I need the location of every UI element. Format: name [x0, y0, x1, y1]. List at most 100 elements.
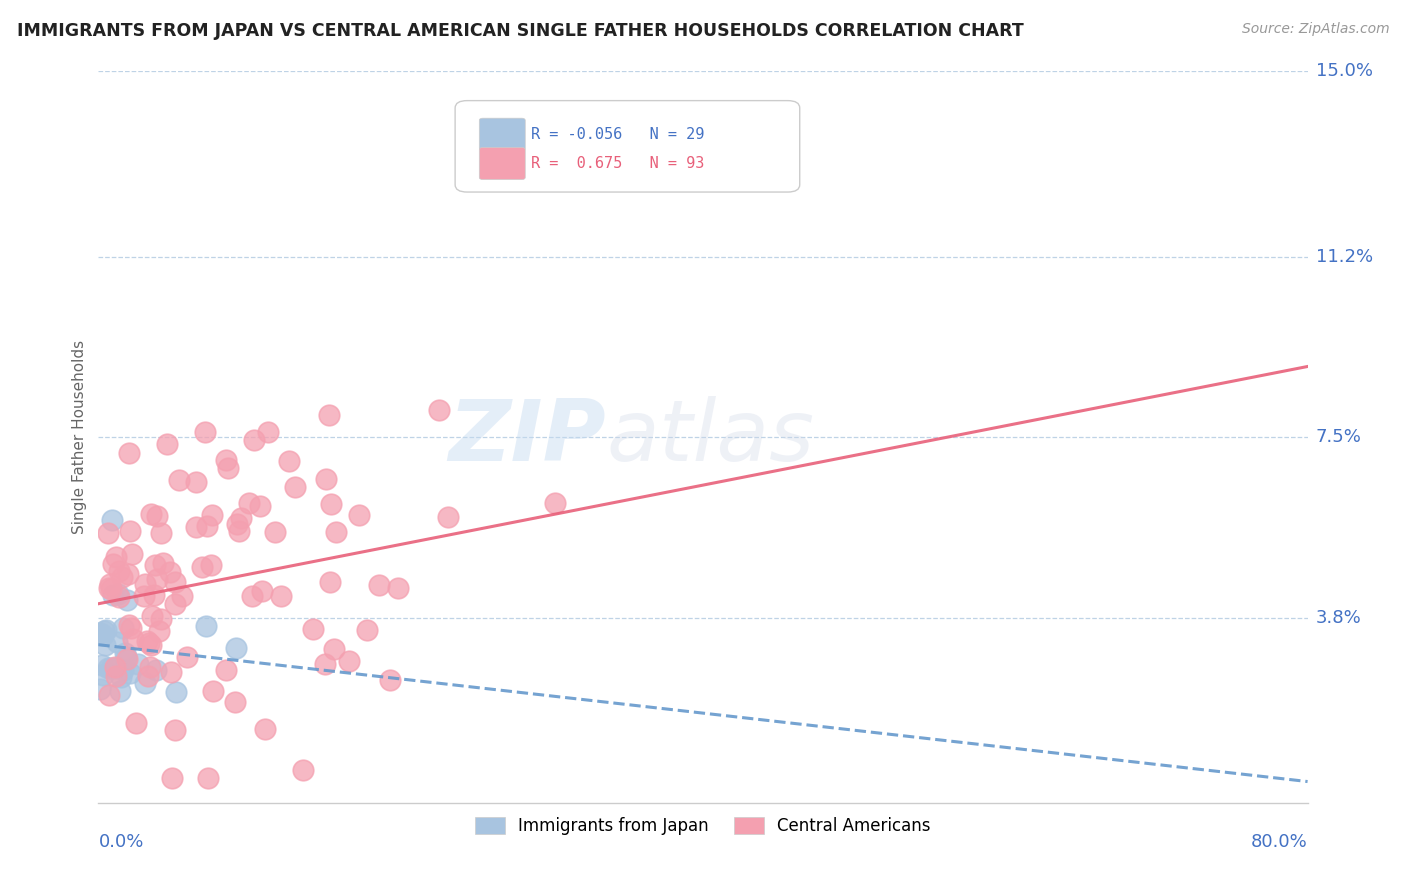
Point — [98, 577, 121, 591]
Point — [337, 654, 360, 668]
Point — [264, 524, 287, 539]
Point — [201, 508, 224, 522]
Point — [284, 480, 307, 494]
Point — [93, 624, 115, 638]
Point — [314, 657, 336, 671]
Point — [100, 582, 122, 597]
Point — [146, 573, 169, 587]
Point — [139, 660, 162, 674]
Text: R =  0.675   N = 93: R = 0.675 N = 93 — [531, 156, 704, 171]
Point — [176, 650, 198, 665]
Point — [136, 669, 159, 683]
Point — [108, 564, 131, 578]
Point — [319, 497, 342, 511]
Point — [215, 663, 238, 677]
Point — [138, 636, 160, 650]
Point — [368, 577, 391, 591]
Point — [105, 635, 128, 649]
Point — [91, 628, 114, 642]
Point — [159, 665, 181, 679]
Point — [89, 682, 111, 697]
Point — [100, 660, 122, 674]
Point — [347, 508, 370, 522]
Point — [139, 638, 162, 652]
Point — [240, 589, 263, 603]
Text: 15.0%: 15.0% — [1316, 62, 1372, 80]
Point — [115, 652, 138, 666]
Point — [225, 641, 247, 656]
Point — [111, 621, 134, 635]
Text: ZIP: ZIP — [449, 395, 606, 479]
Point — [93, 638, 115, 652]
Point — [115, 649, 138, 664]
Point — [322, 642, 344, 657]
Point — [114, 646, 136, 660]
Text: IMMIGRANTS FROM JAPAN VS CENTRAL AMERICAN SINGLE FATHER HOUSEHOLDS CORRELATION C: IMMIGRANTS FROM JAPAN VS CENTRAL AMERICA… — [17, 22, 1024, 40]
Point — [101, 513, 124, 527]
Point — [378, 673, 401, 687]
Text: 80.0%: 80.0% — [1251, 833, 1308, 851]
Point — [254, 722, 277, 736]
Point — [90, 657, 112, 672]
Point — [186, 520, 208, 534]
Point — [278, 454, 301, 468]
Point — [167, 473, 190, 487]
Point — [436, 510, 458, 524]
Point — [156, 437, 179, 451]
Text: 3.8%: 3.8% — [1316, 608, 1361, 626]
Point — [115, 593, 138, 607]
Point — [127, 657, 149, 671]
Point — [118, 524, 141, 538]
Point — [96, 623, 118, 637]
Point — [124, 716, 146, 731]
Point — [257, 425, 280, 439]
Point — [250, 583, 273, 598]
Point — [97, 525, 120, 540]
Point — [228, 524, 250, 538]
Point — [202, 684, 225, 698]
FancyBboxPatch shape — [479, 147, 526, 179]
Point — [143, 558, 166, 572]
Point — [270, 589, 292, 603]
Point — [110, 670, 132, 684]
Point — [97, 581, 120, 595]
Point — [224, 695, 246, 709]
Point — [163, 723, 186, 737]
Point — [121, 632, 143, 646]
Point — [319, 575, 342, 590]
Point — [356, 624, 378, 638]
Y-axis label: Single Father Households: Single Father Households — [72, 340, 87, 534]
Point — [121, 547, 143, 561]
Point — [103, 660, 125, 674]
Legend: Immigrants from Japan, Central Americans: Immigrants from Japan, Central Americans — [468, 811, 938, 842]
Point — [302, 622, 325, 636]
Point — [315, 473, 337, 487]
Point — [191, 560, 214, 574]
Point — [107, 587, 129, 601]
Point — [120, 666, 142, 681]
Point — [194, 619, 217, 633]
Point — [200, 558, 222, 572]
Point — [159, 565, 181, 579]
Point — [97, 661, 120, 675]
Point — [318, 408, 340, 422]
Text: atlas: atlas — [606, 395, 814, 479]
Point — [146, 508, 169, 523]
Point — [249, 499, 271, 513]
Point — [184, 475, 207, 490]
Point — [139, 507, 162, 521]
Point — [111, 570, 134, 584]
Point — [544, 496, 567, 510]
Text: R = -0.056   N = 29: R = -0.056 N = 29 — [531, 127, 704, 142]
Point — [108, 591, 131, 605]
Point — [229, 511, 252, 525]
Point — [149, 612, 172, 626]
Point — [226, 517, 249, 532]
Text: 11.2%: 11.2% — [1316, 248, 1374, 266]
Point — [110, 684, 132, 698]
Point — [134, 576, 156, 591]
Text: 0.0%: 0.0% — [98, 833, 143, 851]
Point — [134, 676, 156, 690]
FancyBboxPatch shape — [456, 101, 800, 192]
Point — [148, 624, 170, 639]
